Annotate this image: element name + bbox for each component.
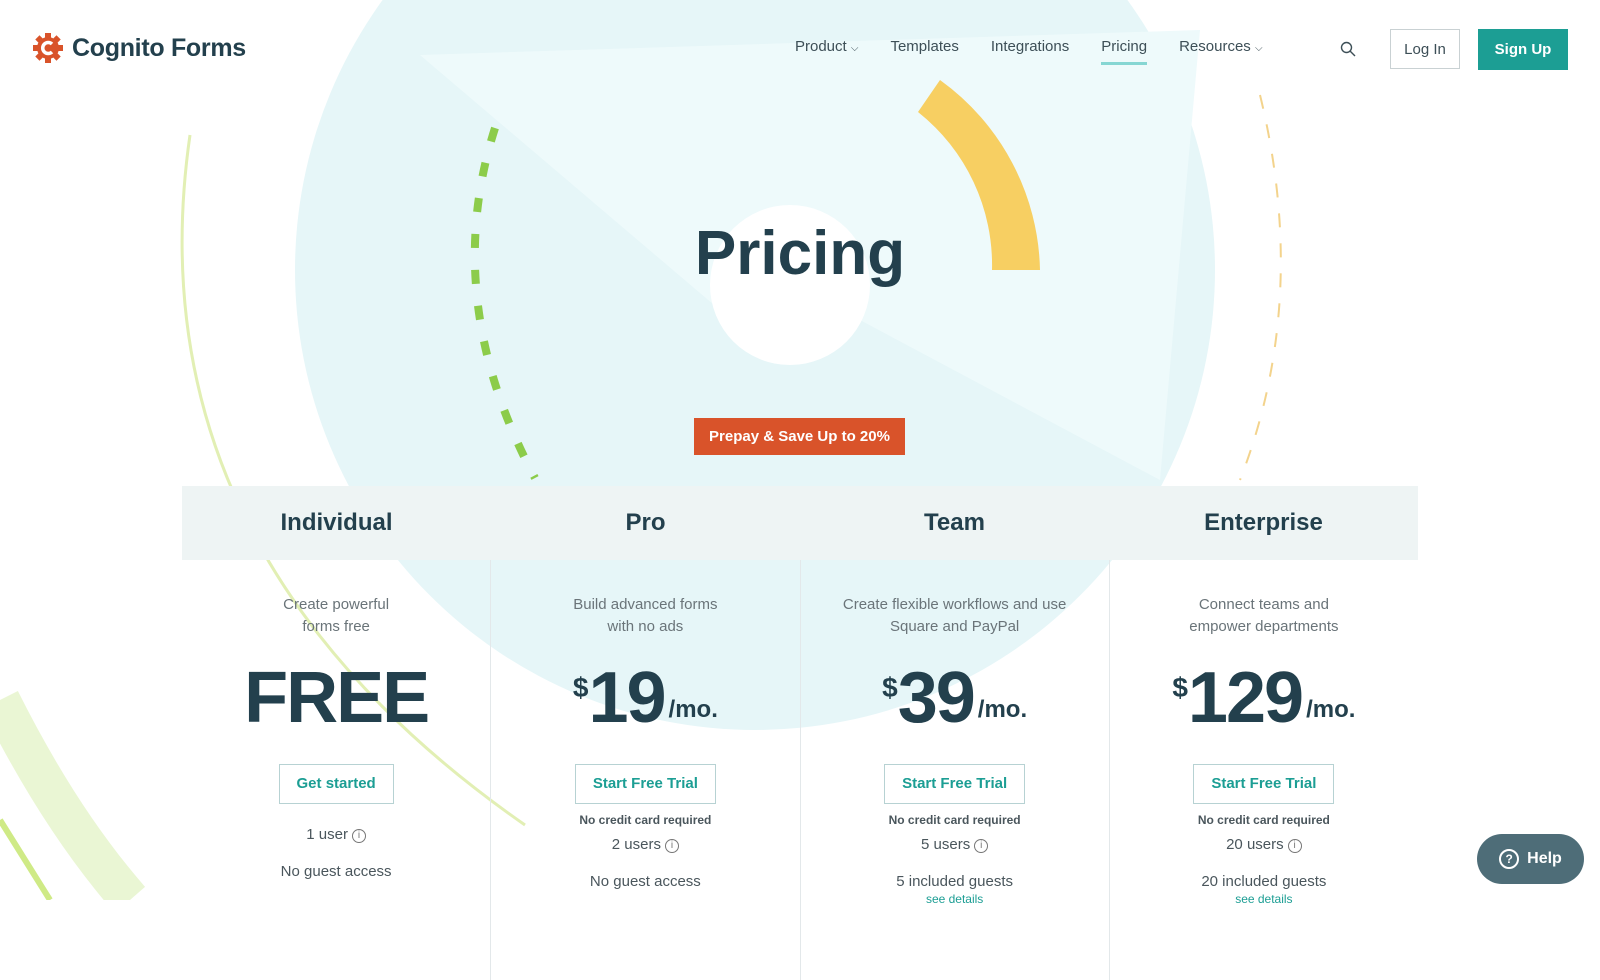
- info-icon[interactable]: i: [664, 839, 679, 853]
- question-icon: ?: [1499, 849, 1520, 869]
- nav-resources[interactable]: Resources ⌵: [1179, 38, 1262, 61]
- plan-users: 1 user i: [182, 826, 490, 843]
- plan-name-team: Team: [924, 509, 985, 536]
- info-icon[interactable]: i: [1287, 839, 1302, 853]
- plan-price: $39/mo.: [882, 658, 1028, 738]
- plan-price: $129/mo.: [1172, 658, 1356, 738]
- nav-integrations[interactable]: Integrations: [990, 38, 1070, 55]
- start-free-trial-button[interactable]: Start Free Trial: [574, 764, 716, 804]
- plan-individual: Create powerful forms free FREE Get start…: [182, 560, 490, 980]
- plan-users: 2 users i: [491, 836, 799, 853]
- plan-description: Build advanced forms with no ads: [573, 596, 718, 635]
- gear-logo-icon: [33, 33, 63, 63]
- info-icon[interactable]: i: [351, 829, 366, 843]
- plan-users: 5 users i: [801, 836, 1109, 853]
- top-nav: Cognito Forms Product ⌵ Templates Integr…: [0, 0, 1600, 96]
- signup-button[interactable]: Sign Up: [1478, 29, 1568, 70]
- page-title: Pricing: [694, 219, 906, 288]
- plan-pro: Build advanced forms with no ads $19/mo. …: [490, 560, 799, 980]
- nav-pricing[interactable]: Pricing: [1101, 38, 1147, 65]
- no-credit-card-note: No credit card required: [1197, 813, 1330, 827]
- plan-guests: 20 included guests: [1201, 873, 1327, 890]
- no-credit-card-note: No credit card required: [579, 813, 712, 827]
- plan-name-enterprise: Enterprise: [1204, 509, 1323, 536]
- plan-guests: No guest access: [589, 873, 701, 890]
- help-button[interactable]: ? Help: [1477, 834, 1584, 884]
- main-menu: Product ⌵ Templates Integrations Pricing…: [795, 38, 1263, 65]
- start-free-trial-button[interactable]: Start Free Trial: [1193, 764, 1335, 804]
- nav-product[interactable]: Product ⌵: [795, 38, 858, 61]
- no-credit-card-note: No credit card required: [888, 813, 1021, 827]
- plan-team: Create flexible workflows and use Square …: [799, 560, 1109, 980]
- start-free-trial-button[interactable]: Start Free Trial: [884, 764, 1026, 804]
- plan-price: $19/mo.: [572, 658, 718, 738]
- chevron-down-icon: ⌵: [1254, 43, 1263, 54]
- plan-name-pro: Pro: [625, 509, 666, 536]
- info-icon[interactable]: i: [974, 839, 989, 853]
- prepay-badge: Prepay & Save Up to 20%: [694, 418, 905, 455]
- plan-enterprise: Connect teams and empower departments $12…: [1108, 560, 1418, 980]
- plan-guests: 5 included guests: [896, 873, 1013, 890]
- plan-description: Connect teams and empower departments: [1189, 596, 1339, 635]
- plan-description: Create powerful forms free: [283, 596, 390, 635]
- see-details-link[interactable]: see details: [925, 892, 984, 906]
- nav-templates[interactable]: Templates: [890, 38, 959, 55]
- logo[interactable]: Cognito Forms: [32, 32, 246, 64]
- brand-name: Cognito Forms: [72, 33, 246, 62]
- plan-price: FREE: [244, 658, 430, 738]
- plan-guests: No guest access: [280, 863, 392, 880]
- plan-name-individual: Individual: [280, 509, 393, 536]
- plan-header-row: Individual Pro Team Enterprise: [182, 486, 1418, 560]
- search-icon[interactable]: [1340, 41, 1356, 57]
- chevron-down-icon: ⌵: [850, 43, 859, 54]
- login-button[interactable]: Log In: [1390, 29, 1460, 69]
- get-started-button[interactable]: Get started: [278, 764, 394, 804]
- plan-users: 20 users i: [1110, 836, 1418, 853]
- plan-description: Create flexible workflows and use Square …: [842, 596, 1067, 635]
- pricing-table: Individual Pro Team Enterprise Create po…: [182, 486, 1418, 980]
- see-details-link[interactable]: see details: [1235, 892, 1293, 906]
